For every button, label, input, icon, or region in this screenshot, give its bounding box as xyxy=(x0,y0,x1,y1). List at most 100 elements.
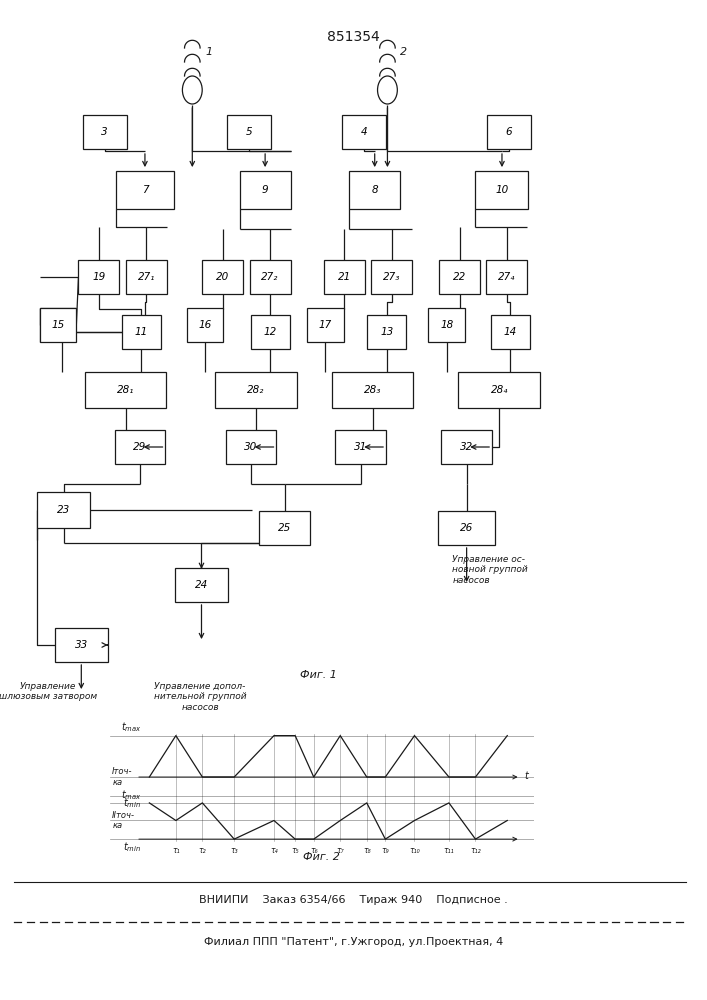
Bar xyxy=(175,568,228,602)
Bar xyxy=(307,308,344,342)
Bar xyxy=(487,115,531,149)
Bar xyxy=(126,260,167,294)
Text: $t_{min}$: $t_{min}$ xyxy=(123,840,141,854)
Text: Фиг. 2: Фиг. 2 xyxy=(303,852,340,862)
Text: τ₇: τ₇ xyxy=(337,846,344,855)
Text: ВНИИПИ    Заказ 6354/66    Тираж 940    Подписное .: ВНИИПИ Заказ 6354/66 Тираж 940 Подписное… xyxy=(199,895,508,905)
Bar xyxy=(441,430,492,464)
Text: $t_{max}$: $t_{max}$ xyxy=(121,720,141,734)
Bar xyxy=(438,511,495,545)
Text: τ₆: τ₆ xyxy=(310,846,317,855)
Bar xyxy=(491,315,530,349)
Text: 14: 14 xyxy=(504,327,517,337)
Text: 12: 12 xyxy=(264,327,276,337)
Text: 9: 9 xyxy=(262,185,269,195)
Text: 16: 16 xyxy=(199,320,211,330)
Circle shape xyxy=(182,76,202,104)
Text: 5: 5 xyxy=(245,127,252,137)
Text: τ₁₂: τ₁₂ xyxy=(470,846,481,855)
Text: τ₁₀: τ₁₀ xyxy=(409,846,420,855)
Bar xyxy=(226,430,276,464)
Text: 21: 21 xyxy=(338,272,351,282)
Bar xyxy=(122,315,161,349)
Bar xyxy=(439,260,480,294)
Text: 28₁: 28₁ xyxy=(117,385,134,395)
Bar xyxy=(259,511,310,545)
Bar xyxy=(115,430,165,464)
Bar xyxy=(250,315,290,349)
Text: 10: 10 xyxy=(496,185,508,195)
Text: 25: 25 xyxy=(279,523,291,533)
Text: 19: 19 xyxy=(93,272,105,282)
Bar xyxy=(55,628,108,662)
Bar xyxy=(40,308,76,342)
Text: 28₃: 28₃ xyxy=(364,385,381,395)
Bar xyxy=(215,372,297,408)
Text: τ₉: τ₉ xyxy=(382,846,389,855)
Text: τ₅: τ₅ xyxy=(291,846,299,855)
Text: $t_{max}$: $t_{max}$ xyxy=(121,788,141,802)
Text: 2: 2 xyxy=(400,47,407,57)
Bar xyxy=(371,260,412,294)
Text: 851354: 851354 xyxy=(327,30,380,44)
Bar xyxy=(324,260,365,294)
Text: Филиал ППП "Патент", г.Ужгород, ул.Проектная, 4: Филиал ППП "Патент", г.Ужгород, ул.Проек… xyxy=(204,937,503,947)
Text: 31: 31 xyxy=(354,442,367,452)
Text: 28₄: 28₄ xyxy=(491,385,508,395)
Bar xyxy=(116,171,174,209)
Bar xyxy=(78,260,119,294)
Bar xyxy=(335,430,386,464)
Text: τ₈: τ₈ xyxy=(363,846,370,855)
Bar xyxy=(187,308,223,342)
Bar xyxy=(368,315,407,349)
Text: τ₂: τ₂ xyxy=(199,846,206,855)
Text: 22: 22 xyxy=(453,272,466,282)
Bar xyxy=(37,492,90,528)
Text: 13: 13 xyxy=(380,327,393,337)
Bar xyxy=(475,171,528,209)
Text: 33: 33 xyxy=(75,640,88,650)
Bar xyxy=(349,171,400,209)
Text: 27₂: 27₂ xyxy=(262,272,279,282)
Text: 3: 3 xyxy=(101,127,108,137)
Bar xyxy=(342,115,386,149)
Text: 4: 4 xyxy=(361,127,368,137)
Text: Iточ-
ка: Iточ- ка xyxy=(112,767,133,787)
Text: 28₂: 28₂ xyxy=(247,385,264,395)
Text: t: t xyxy=(524,771,527,781)
Text: $t_{min}$: $t_{min}$ xyxy=(123,797,141,810)
Bar xyxy=(86,372,167,408)
Circle shape xyxy=(378,76,397,104)
Bar xyxy=(250,260,291,294)
Text: τ₁₁: τ₁₁ xyxy=(443,846,455,855)
Text: 26: 26 xyxy=(460,523,473,533)
Text: 27₃: 27₃ xyxy=(383,272,400,282)
Bar xyxy=(458,372,540,408)
Bar xyxy=(83,115,127,149)
Text: 18: 18 xyxy=(440,320,453,330)
Text: 8: 8 xyxy=(371,185,378,195)
Text: Управление
шлюзовым затвором: Управление шлюзовым затвором xyxy=(0,682,97,701)
Bar xyxy=(202,260,243,294)
Text: 30: 30 xyxy=(245,442,257,452)
Text: 27₄: 27₄ xyxy=(498,272,515,282)
Text: τ₄: τ₄ xyxy=(270,846,278,855)
Bar xyxy=(227,115,271,149)
Text: 20: 20 xyxy=(216,272,229,282)
Text: 29: 29 xyxy=(134,442,146,452)
Text: τ₁: τ₁ xyxy=(172,846,180,855)
Bar xyxy=(428,308,465,342)
Text: 1: 1 xyxy=(205,47,212,57)
Text: 24: 24 xyxy=(195,580,208,590)
Text: Управление допол-
нительной группой
насосов: Управление допол- нительной группой насо… xyxy=(153,682,247,712)
Bar xyxy=(332,372,413,408)
Text: Управление ос-
новной группой
насосов: Управление ос- новной группой насосов xyxy=(452,555,528,585)
Text: 15: 15 xyxy=(52,320,64,330)
Text: 32: 32 xyxy=(460,442,473,452)
Bar xyxy=(240,171,291,209)
Bar xyxy=(486,260,527,294)
Text: 6: 6 xyxy=(506,127,513,137)
Text: 27₁: 27₁ xyxy=(138,272,155,282)
Text: 17: 17 xyxy=(319,320,332,330)
Text: 11: 11 xyxy=(135,327,148,337)
